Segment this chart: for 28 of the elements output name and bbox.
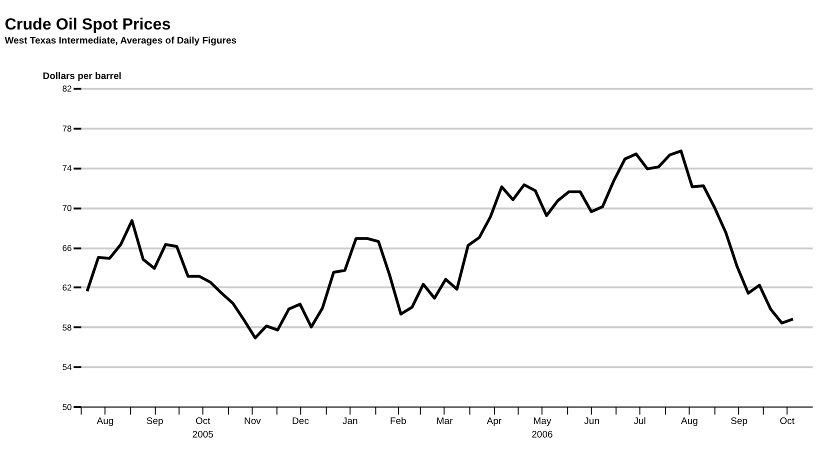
x-tick-label: Sep xyxy=(146,416,164,428)
x-tick-label: Jul xyxy=(634,416,646,428)
x-tick-label: Aug xyxy=(681,416,698,428)
x-tick-label: Aug xyxy=(96,416,114,428)
x-tick-label: Oct 2005 xyxy=(192,416,214,440)
x-tick-label: Apr xyxy=(486,416,502,428)
y-tick-label: 74 xyxy=(62,163,72,174)
x-tick-label: Feb xyxy=(390,416,406,428)
chart-subtitle: West Texas Intermediate, Averages of Daily Figures xyxy=(4,36,237,47)
y-tick-label: 78 xyxy=(62,123,72,134)
x-tick-label: Oct xyxy=(780,416,795,428)
y-tick-label: 54 xyxy=(62,362,72,372)
x-tick-label: Jun xyxy=(584,416,600,428)
x-tick-label: Dec xyxy=(292,416,310,428)
x-tick-label: Mar xyxy=(436,416,453,428)
y-axis-title: Dollars per barrel xyxy=(42,70,122,82)
y-tick-label: 62 xyxy=(62,282,72,293)
y-tick-label: 58 xyxy=(62,322,72,332)
y-tick-label: 50 xyxy=(62,402,72,412)
y-tick-label: 82 xyxy=(62,84,72,94)
x-tick-label: Jan xyxy=(342,416,358,428)
line-series xyxy=(86,150,794,340)
x-tick-label: Nov xyxy=(244,416,262,428)
y-tick-label: 66 xyxy=(62,242,72,253)
chart-title: Crude Oil Spot Prices xyxy=(4,15,171,34)
x-tick-label: Sep xyxy=(730,416,748,428)
x-tick-label: May 2006 xyxy=(532,416,553,440)
y-tick-label: 70 xyxy=(62,202,72,213)
